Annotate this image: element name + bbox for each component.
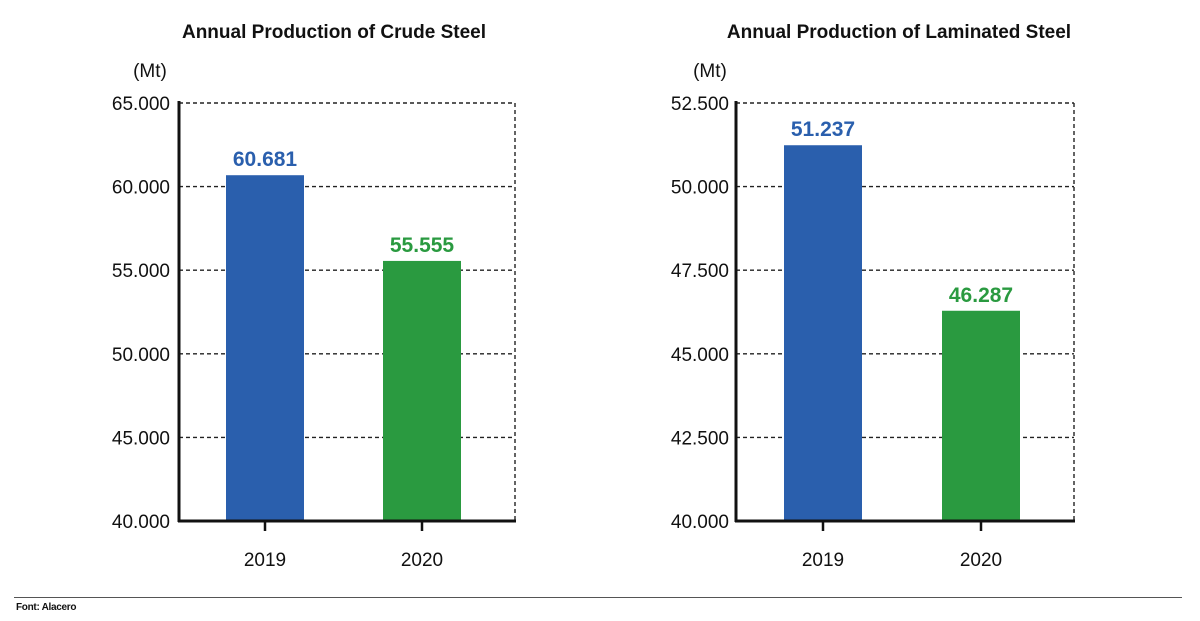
bar-value-label: 60.681 (233, 148, 298, 171)
chart-crude-steel: Annual Production of Crude Steel (Mt) 40… (112, 22, 516, 571)
chart-title: Annual Production of Crude Steel (182, 22, 486, 43)
y-tick-label: 45.000 (671, 345, 729, 366)
y-tick-label: 42.500 (671, 428, 729, 449)
y-tick-label: 40.000 (112, 512, 170, 533)
y-tick-label: 40.000 (671, 512, 729, 533)
plot-area: 40.000 45.000 50.000 55.000 60.000 65.000 60.6… (112, 94, 516, 571)
y-tick-label: 55.000 (112, 261, 170, 282)
bar-value-label: 51.237 (791, 118, 855, 141)
bar-2020 (383, 260, 461, 521)
x-tick-label: 2019 (802, 550, 844, 571)
bar-value-label: 46.287 (949, 284, 1013, 307)
y-tick-label: 60.000 (112, 178, 170, 199)
x-tick-label: 2020 (401, 550, 443, 571)
x-tick-label: 2019 (244, 550, 286, 571)
footer-divider (14, 597, 1182, 598)
x-tick-label: 2020 (960, 550, 1002, 571)
source-note: Font: Alacero (16, 602, 77, 613)
bar-value-label: 55.555 (390, 234, 455, 257)
chart-title: Annual Production of Laminated Steel (727, 22, 1071, 43)
y-tick-label: 65.000 (112, 94, 170, 115)
y-axis-unit: (Mt) (133, 61, 167, 82)
charts-canvas: Annual Production of Crude Steel (Mt) 40… (112, 22, 1075, 571)
plot-area: 40.000 42.500 45.000 47.500 50.000 52.500 51.2… (671, 94, 1075, 571)
bar-2019 (226, 175, 304, 521)
y-tick-label: 52.500 (671, 94, 729, 115)
y-tick-label: 47.500 (671, 261, 729, 282)
y-tick-label: 50.000 (671, 178, 729, 199)
chart-laminated-steel: Annual Production of Laminated Steel (Mt… (671, 22, 1075, 571)
y-tick-label: 50.000 (112, 345, 170, 366)
bar-2020 (942, 310, 1020, 521)
y-tick-label: 45.000 (112, 428, 170, 449)
y-axis-unit: (Mt) (693, 61, 727, 82)
bar-2019 (784, 145, 862, 521)
